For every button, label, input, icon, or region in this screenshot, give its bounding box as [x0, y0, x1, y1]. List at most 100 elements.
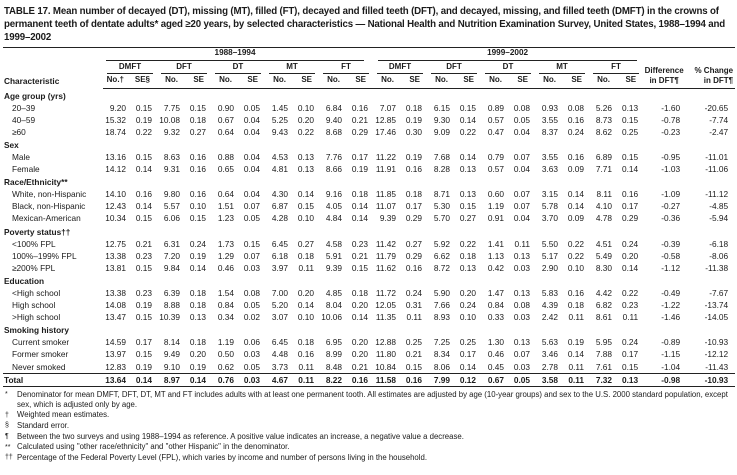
value-cell: 0.03 [513, 262, 531, 273]
value-cell: 3.55 [541, 151, 559, 162]
value-cell: 0.16 [621, 189, 639, 200]
value-cell: 8.71 [433, 189, 451, 200]
value-cell: 0.15 [135, 262, 152, 273]
value-cell: 0.05 [243, 102, 260, 113]
value-cell: 0.07 [513, 201, 531, 212]
footnote-marker: ** [5, 443, 11, 451]
value-cell: 0.03 [513, 361, 531, 372]
value-cell: 0.15 [621, 151, 639, 162]
value-cell: 0.18 [405, 189, 423, 200]
value-cell: 0.22 [567, 250, 585, 261]
value-cell: 11.58 [373, 372, 402, 387]
value-cell: 4.05 [325, 201, 342, 212]
value-cell: 8.61 [595, 312, 613, 323]
value-cell: -1.60 [661, 102, 681, 113]
value-cell: 10.84 [375, 361, 397, 372]
value-cell: 0.24 [567, 126, 585, 137]
value-cell: 1.45 [271, 102, 288, 113]
value-cell: -8.06 [709, 250, 729, 261]
value-cell: 0.03 [513, 312, 531, 323]
value-cell: 0.88 [217, 151, 234, 162]
value-cell: 0.11 [406, 312, 423, 323]
footnote: †† Percentage of the Federal Poverty Leve… [5, 453, 733, 464]
value-cell: 0.14 [297, 189, 314, 200]
footnote-text: Between the two surveys and using 1988–1… [17, 431, 464, 441]
value-cell: 0.14 [135, 201, 152, 212]
value-cell: 0.15 [189, 102, 206, 113]
header-row-periods: Characteristic 1988–1994 1999–2002 Differen… [3, 47, 736, 89]
characteristic-header: Characteristic [4, 75, 60, 86]
value-cell: 12.05 [375, 300, 397, 311]
value-cell: 8.28 [433, 164, 451, 175]
table-row: <High school 13.38 0.23 6.39 0.18 1.54 0.08 7.0… [3, 287, 735, 299]
measure-header-dft: DFT [427, 61, 481, 74]
value-cell: 1.13 [487, 250, 505, 261]
value-cell: 10.39 [159, 312, 180, 323]
value-cell: 2.42 [541, 312, 559, 323]
value-cell: 0.46 [217, 262, 234, 273]
value-cell: 0.02 [243, 312, 260, 323]
value-cell: 14.10 [105, 189, 126, 200]
table-row: 100%–199% FPL 13.38 0.23 7.20 0.19 1.29 0.07 6.… [3, 250, 735, 262]
value-cell: -0.95 [661, 151, 681, 162]
table-row: 20–39 9.20 0.15 7.75 0.15 0.90 0.05 1.45 0.10 6.8… [3, 102, 735, 114]
row-label: 100%–199% FPL [12, 250, 77, 261]
measure-header-dft: DFT [157, 61, 211, 74]
value-cell: 0.15 [297, 201, 314, 212]
value-cell: 4.48 [271, 349, 288, 360]
value-cell: 0.19 [189, 361, 206, 372]
value-cell: 0.13 [459, 262, 477, 273]
value-cell: 4.78 [595, 213, 613, 224]
value-cell: 0.17 [351, 151, 369, 162]
value-cell: 0.14 [185, 372, 211, 387]
row-label: <High school [12, 288, 61, 298]
measure-header-mt: MT [535, 61, 589, 74]
subcolumn-header: No. [535, 74, 564, 89]
period-label: 1999–2002 [378, 48, 638, 61]
value-cell: 0.04 [243, 164, 260, 175]
value-cell: 5.50 [541, 238, 559, 249]
value-cell: 0.13 [459, 164, 477, 175]
value-cell: 0.15 [135, 312, 152, 323]
subcolumn-header: SE [239, 74, 265, 89]
value-cell: 1.29 [217, 250, 234, 261]
value-cell: 0.18 [297, 337, 314, 348]
value-cell: 8.14 [163, 337, 180, 348]
value-cell: 0.11 [514, 238, 531, 249]
section-header-row: Sex [3, 138, 735, 151]
value-cell: 11.35 [375, 312, 397, 323]
value-cell: 3.63 [541, 164, 559, 175]
value-cell: 3.58 [535, 372, 564, 387]
value-cell: 4.30 [271, 189, 288, 200]
value-cell: 0.18 [189, 300, 206, 311]
value-cell: 0.09 [567, 164, 585, 175]
value-cell: 9.43 [271, 126, 288, 137]
percent-change-in-dft-header: % Change in DFT¶ [687, 47, 736, 89]
value-cell: 3.70 [541, 213, 559, 224]
row-label: Black, non-Hispanic [12, 201, 86, 212]
value-cell: 0.27 [297, 238, 314, 249]
value-cell: 8.93 [433, 312, 451, 323]
value-cell: 0.13 [297, 164, 314, 175]
value-cell: 0.07 [513, 189, 531, 200]
section-header-row: Education [3, 274, 735, 287]
measure-label: DMFT [377, 62, 424, 74]
value-cell: 13.64 [103, 372, 131, 387]
value-cell: 8.62 [595, 126, 613, 137]
row-label: Current smoker [12, 337, 70, 348]
value-cell: 0.22 [459, 126, 477, 137]
subcolumn-header: SE§ [131, 74, 157, 89]
measure-header-dt: DT [211, 61, 265, 74]
document-page: TABLE 17. Mean number of decayed (DT), m… [3, 6, 736, 464]
value-cell: 0.15 [405, 361, 423, 372]
subcolumn-header: SE [617, 74, 644, 89]
value-cell: 0.15 [621, 361, 639, 372]
measure-label: DMFT [107, 62, 153, 74]
value-cell: 0.18 [405, 102, 423, 113]
value-cell: 7.61 [595, 361, 613, 372]
value-cell: 6.45 [271, 337, 288, 348]
value-cell: 0.46 [487, 349, 505, 360]
value-cell: 0.24 [621, 337, 639, 348]
value-cell: 4.42 [595, 288, 613, 298]
footnotes: * Denominator for mean DMFT, DFT, DT, MT … [3, 387, 735, 464]
